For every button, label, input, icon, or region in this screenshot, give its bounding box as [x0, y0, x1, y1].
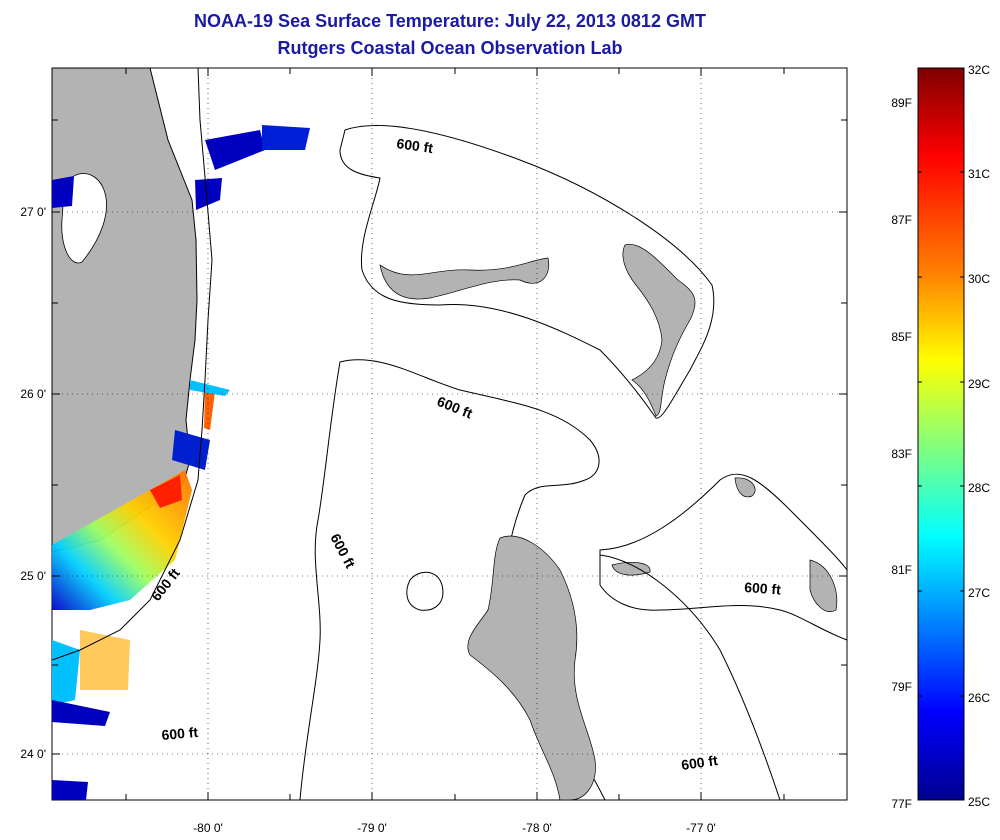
fahrenheit-label: 85F	[891, 330, 912, 344]
eleuthera-contour	[599, 473, 847, 641]
lat-tick-label: 26 0'	[20, 387, 46, 401]
temperature-colorbar: 32C 31C 30C 29C 28C 27C 26C 25C 89F 87F …	[891, 63, 990, 811]
map-title: NOAA-19 Sea Surface Temperature: July 22…	[194, 11, 706, 31]
lon-tick-label: -80 0'	[193, 821, 223, 835]
lat-tick-label: 24 0'	[20, 747, 46, 761]
florida-contour	[52, 68, 213, 661]
latitude-axis: 27 0' 26 0' 25 0' 24 0'	[20, 205, 46, 761]
lon-tick-label: -79 0'	[357, 821, 387, 835]
celsius-label: 31C	[968, 167, 990, 181]
longitude-axis: -80 0' -79 0' -78 0' -77 0'	[193, 821, 716, 835]
map-subtitle: Rutgers Coastal Ocean Observation Lab	[277, 38, 623, 58]
celsius-label: 26C	[968, 691, 990, 705]
lake-okeechobee	[61, 173, 107, 264]
lon-tick-label: -78 0'	[522, 821, 552, 835]
fahrenheit-label: 87F	[891, 213, 912, 227]
small-bank-contour	[406, 571, 444, 611]
tongue-of-ocean-contour	[599, 554, 781, 800]
colorbar-gradient	[917, 67, 965, 801]
map-grid	[52, 68, 847, 800]
lat-tick-label: 25 0'	[20, 569, 46, 583]
celsius-label: 29C	[968, 377, 990, 391]
celsius-label: 30C	[968, 272, 990, 286]
fahrenheit-label: 81F	[891, 563, 912, 577]
fahrenheit-label: 77F	[891, 797, 912, 811]
celsius-label: 27C	[968, 586, 990, 600]
fahrenheit-label: 83F	[891, 447, 912, 461]
contour-label: 600 ft	[680, 752, 719, 773]
grand-bahama-land	[379, 257, 550, 300]
little-bahama-bank-contour	[339, 124, 715, 419]
contour-label: 600 ft	[161, 724, 199, 743]
sst-data-swath	[52, 125, 310, 800]
lat-tick-label: 27 0'	[20, 205, 46, 219]
lon-tick-label: -77 0'	[686, 821, 716, 835]
celsius-label: 25C	[968, 795, 990, 809]
andros-land	[467, 535, 596, 800]
map-ticks	[52, 68, 847, 800]
celsius-label: 28C	[968, 481, 990, 495]
contour-label: 600 ft	[396, 135, 435, 156]
eleuthera-land	[611, 477, 838, 612]
fahrenheit-label: 79F	[891, 680, 912, 694]
fahrenheit-label: 89F	[891, 96, 912, 110]
contour-label: 600 ft	[744, 579, 782, 598]
abaco-land	[622, 243, 696, 417]
celsius-label: 32C	[968, 63, 990, 77]
